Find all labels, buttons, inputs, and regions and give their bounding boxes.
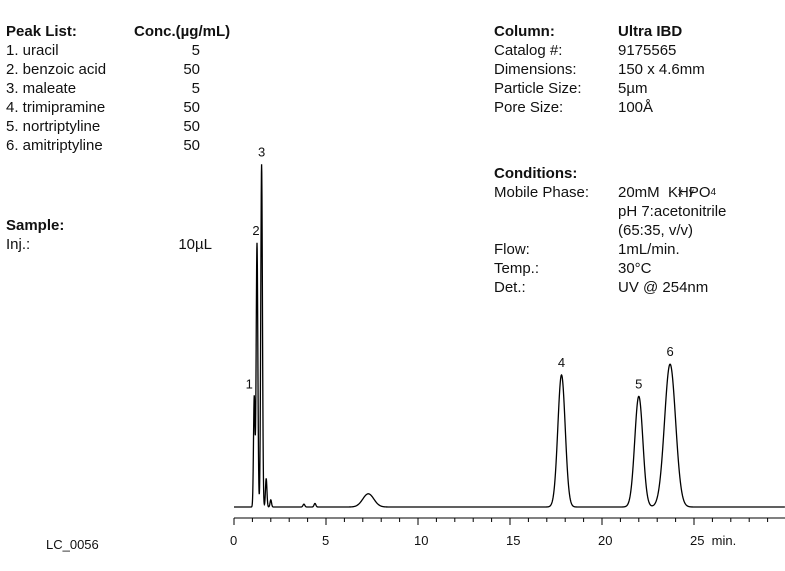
peak-name: 1. uracil	[6, 42, 59, 59]
mobile-phase-label: Mobile Phase:	[494, 184, 590, 201]
mp-part: PO	[688, 184, 711, 201]
column-label: Pore Size:	[494, 99, 564, 116]
column-label: Dimensions:	[494, 61, 577, 78]
peak-name: 6. amitriptyline	[6, 137, 103, 154]
x-tick-label: 25 min.	[690, 533, 736, 548]
x-tick-label: 15	[506, 533, 520, 548]
peak-conc: 5	[191, 80, 200, 97]
x-tick-label: 10	[414, 533, 428, 548]
peak-label: 2	[252, 223, 259, 238]
sample-block: Sample: Inj.: 10µL	[6, 216, 216, 254]
x-ticks: 0 5 10 15 20 25 min.	[230, 518, 769, 548]
condition-value: 1mL/min.	[618, 241, 680, 258]
peak-conc: 50	[183, 61, 200, 78]
mobile-phase-line3: (65:35, v/v)	[618, 222, 694, 239]
peak-name: 5. nortriptyline	[6, 118, 101, 135]
conc-header: Conc.(µg/mL)	[134, 23, 231, 40]
peak-labels: 1 2 3 4 5 6	[246, 144, 674, 391]
peak-list-title: Peak List:	[6, 23, 77, 40]
sample-id: LC_0056	[46, 537, 99, 552]
peak-conc: 50	[183, 99, 200, 116]
peak-name: 4. trimipramine	[6, 99, 106, 116]
peak-conc: 50	[183, 137, 200, 154]
mp-sub: x	[678, 187, 684, 198]
x-tick-label: 20	[598, 533, 612, 548]
condition-label: Temp.:	[494, 260, 540, 277]
peak-label: 1	[246, 376, 253, 391]
condition-label: Det.:	[494, 279, 526, 296]
peak-conc: 50	[183, 118, 200, 135]
inj-value: 10µL	[178, 236, 212, 253]
peak-list: Peak List: Conc.(µg/mL) 1. uracil 5 2. be…	[6, 22, 246, 155]
column-value: 5µm	[618, 80, 648, 97]
mobile-phase-line2: pH 7:acetonitrile	[618, 203, 727, 220]
condition-value: UV @ 254nm	[618, 279, 709, 296]
inj-label: Inj.:	[6, 236, 31, 253]
condition-value: 30°C	[618, 260, 652, 277]
x-tick-label: 0	[230, 533, 237, 548]
conditions-title: Conditions:	[494, 165, 578, 182]
peak-label: 4	[558, 355, 565, 370]
column-value: 100Å	[618, 99, 654, 116]
peak-conc: 5	[191, 42, 200, 59]
peak-name: 2. benzoic acid	[6, 61, 107, 78]
peak-label: 3	[258, 144, 265, 159]
column-title: Column:	[494, 23, 555, 40]
mp-sub: 4	[710, 187, 717, 198]
peak-label: 5	[635, 376, 642, 391]
column-label: Catalog #:	[494, 42, 563, 59]
condition-label: Flow:	[494, 241, 530, 258]
mp-part: H	[678, 184, 689, 201]
column-block: Column: Ultra IBD Catalog #: 9175565 Dime…	[494, 22, 784, 117]
mp-part: 20mM K	[618, 184, 679, 201]
column-label: Particle Size:	[494, 80, 582, 97]
x-tick-label: 5	[322, 533, 329, 548]
column-value: 9175565	[618, 42, 677, 59]
chromatogram-trace	[234, 164, 785, 508]
peak-name: 3. maleate	[6, 80, 77, 97]
sample-title: Sample:	[6, 217, 65, 234]
column-value: 150 x 4.6mm	[618, 61, 705, 78]
mp-sub: y	[688, 187, 694, 198]
peak-label: 6	[666, 344, 673, 359]
column-name: Ultra IBD	[618, 23, 683, 40]
